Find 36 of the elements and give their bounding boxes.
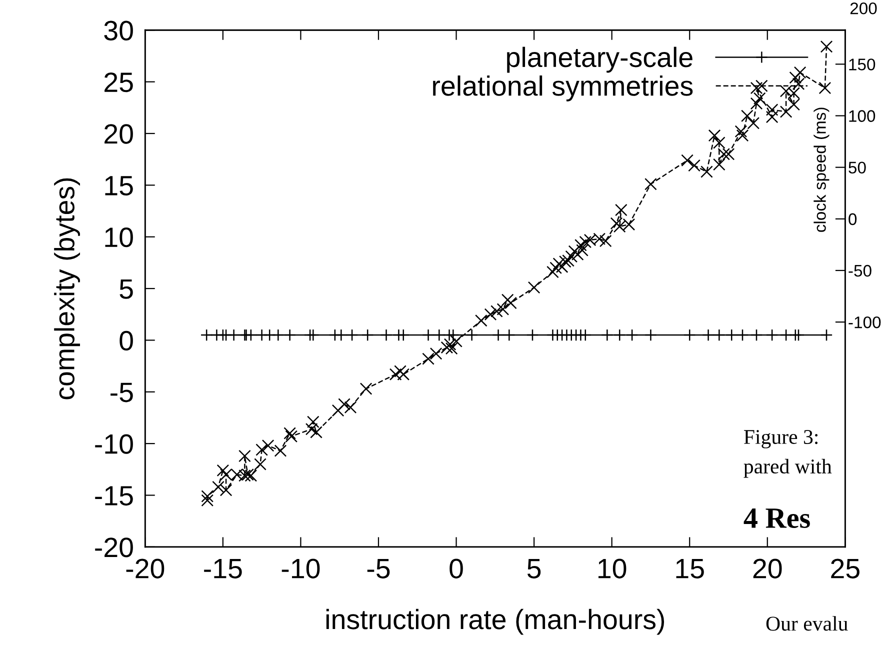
y-tick-label: -10 [95,434,133,454]
x-tick-label: 0 [450,558,463,578]
x-tick-label: 10 [598,558,626,578]
x-tick-label: -5 [367,559,390,578]
x-tick-label: -10 [282,558,320,578]
x-axis-title: instruction rate (man-hours) [326,608,664,635]
legend-label: planetary-scale [507,46,692,73]
annotation: Figure 3: [744,430,818,448]
y-tick-label: -20 [95,538,133,558]
y-tick-label: 20 [104,124,133,144]
x-tick-label: 5 [527,559,541,578]
y-tick-label: 15 [105,176,133,196]
y2-tick-label: -50 [848,264,872,277]
y-tick-label: 5 [120,279,133,299]
y-tick-label: -5 [110,382,133,402]
legend-label: relational symmetries [433,75,693,102]
y2-tick-label: 150 [849,58,876,70]
y2-tick-label: 0 [848,213,857,226]
y2-tick-label: 100 [849,110,876,122]
x-tick-label: 20 [753,558,782,578]
x-tick-label: -15 [204,559,242,578]
y-tick-label: 30 [104,20,133,40]
y2-tick-label: -100 [848,316,881,328]
y-axis-title: complexity (bytes) [54,178,80,400]
y-tick-label: 25 [104,72,133,92]
y2-axis-title: clock speed (ms) [814,108,830,232]
text: Our evalu [766,616,848,631]
x-tick-label: 25 [831,558,860,578]
y2-tick-label: 50 [848,162,866,174]
y-tick-label: 0 [120,330,133,351]
y-tick-label: -15 [95,486,133,506]
annotation: 4 Res [744,508,810,528]
text: 200 [850,2,877,14]
x-tick-label: 15 [676,559,704,578]
annotation: pared with [744,458,832,478]
y-tick-label: 10 [105,228,133,248]
